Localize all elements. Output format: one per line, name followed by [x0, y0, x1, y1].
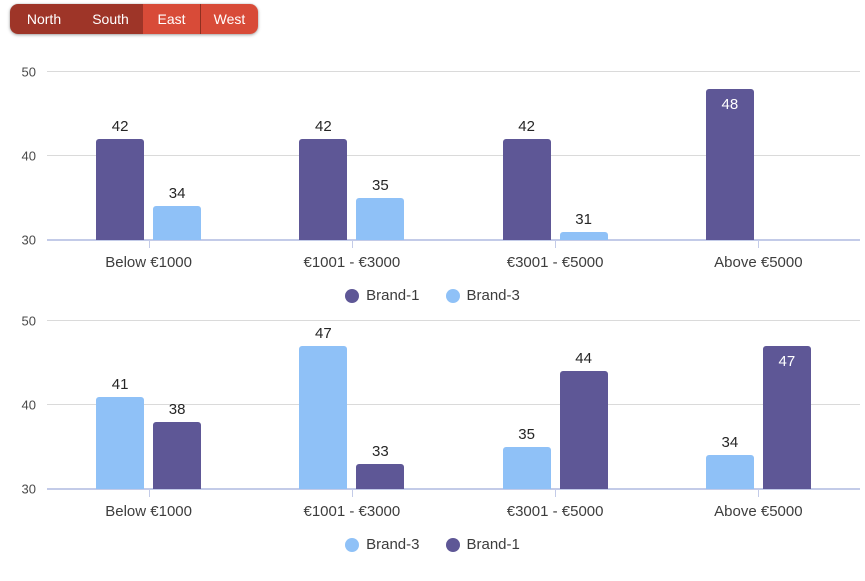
bar-brand-3[interactable]: 35: [502, 427, 551, 489]
x-axis-tick: [758, 241, 760, 248]
bar-value-label: 34: [168, 185, 186, 203]
category-label: €3001 - €5000: [506, 503, 604, 520]
bar-chart-top: 30 40 50 42 34 42 35 42 31 48 Below €1000 €1001 - €…: [0, 66, 865, 312]
bar-group: 48: [657, 72, 860, 248]
bar-value-label: 42: [518, 118, 535, 136]
legend-marker-icon: [345, 288, 360, 303]
bar-brand-1[interactable]: 44: [559, 351, 608, 489]
x-axis-tick: [351, 490, 353, 497]
bar-value-label: 42: [111, 118, 129, 136]
bar-brand-1[interactable]: 42: [299, 119, 348, 240]
bar-value-label: 34: [721, 434, 739, 452]
bar-brand-3[interactable]: 41: [96, 377, 145, 489]
bar-value-label: 44: [575, 350, 592, 368]
bar-value-label: 41: [111, 375, 129, 393]
bar-value-label: 31: [575, 210, 592, 228]
y-axis-label: 30: [21, 481, 36, 497]
y-axis-label: 40: [21, 397, 36, 413]
bar-brand-1[interactable]: 38: [153, 402, 202, 489]
legend-marker-icon: [445, 288, 460, 303]
y-axis-label: 30: [21, 232, 36, 248]
bar-brand-1[interactable]: 47: [762, 346, 811, 489]
y-axis-label: 40: [21, 148, 36, 164]
category-label: Above €5000: [714, 254, 803, 271]
bar-brand-1[interactable]: 33: [356, 444, 405, 489]
x-axis-tick: [148, 490, 150, 497]
bar-brand-1[interactable]: 48: [705, 88, 754, 240]
bar-value-label: 35: [518, 426, 535, 443]
legend-item-brand-1[interactable]: Brand-1: [445, 536, 520, 553]
region-tab-bar: North South East West: [10, 4, 258, 34]
legend-label: Brand-1: [466, 536, 520, 553]
gridline: [47, 404, 860, 405]
gridline: [47, 320, 860, 321]
legend-label: Brand-3: [366, 536, 420, 553]
legend-item-brand-3[interactable]: Brand-3: [345, 536, 420, 553]
legend: Brand-3 Brand-1: [0, 536, 865, 553]
bar-value-label: 48: [721, 95, 739, 113]
category-label: Above €5000: [714, 503, 803, 520]
tab-north[interactable]: North: [10, 4, 78, 34]
tab-east[interactable]: East: [143, 4, 200, 34]
legend: Brand-1 Brand-3: [0, 287, 865, 304]
x-axis-tick: [555, 241, 557, 248]
legend-label: Brand-3: [466, 287, 520, 304]
bar-value-label: 35: [372, 177, 389, 194]
tab-south[interactable]: South: [78, 4, 143, 34]
category-axis: Below €1000 €1001 - €3000 €3001 - €5000 Abo…: [47, 254, 860, 271]
bar-value-label: 38: [168, 400, 186, 418]
category-label: Below €1000: [105, 503, 192, 520]
legend-label: Brand-1: [366, 287, 420, 304]
plot-area: 42 34 42 35 42 31 48: [47, 71, 860, 248]
legend-marker-icon: [345, 537, 360, 552]
bar-value-label: 42: [315, 118, 332, 136]
bar-brand-3[interactable]: 47: [299, 326, 348, 489]
x-axis-tick: [555, 490, 557, 497]
bar-brand-3[interactable]: 35: [356, 178, 405, 240]
bar-brand-3[interactable]: 34: [153, 186, 202, 240]
bar-group: 42 31: [454, 72, 657, 248]
y-axis-label: 50: [21, 313, 36, 329]
legend-item-brand-3[interactable]: Brand-3: [445, 287, 520, 304]
bar-group: 41 38: [47, 321, 250, 497]
bar-brand-3[interactable]: 31: [559, 212, 608, 240]
bar-value-label: 47: [778, 353, 796, 371]
x-axis-baseline: [47, 488, 860, 490]
bar-value-label: 33: [372, 442, 389, 460]
legend-marker-icon: [445, 537, 460, 552]
tab-west[interactable]: West: [200, 4, 258, 34]
category-label: €1001 - €3000: [303, 254, 401, 271]
bar-brand-3[interactable]: 34: [705, 435, 754, 489]
legend-item-brand-1[interactable]: Brand-1: [345, 287, 420, 304]
bar-group: 42 35: [250, 72, 453, 248]
bar-group: 34 47: [657, 321, 860, 497]
x-axis-tick: [148, 241, 150, 248]
bar-group: 47 33: [250, 321, 453, 497]
plot-area: 41 38 47 33 35 44 34 47: [47, 320, 860, 497]
category-label: Below €1000: [105, 254, 192, 271]
category-axis: Below €1000 €1001 - €3000 €3001 - €5000 Abo…: [47, 503, 860, 520]
x-axis-tick: [758, 490, 760, 497]
bar-brand-1[interactable]: 42: [502, 119, 551, 240]
gridline: [47, 71, 860, 72]
bar-value-label: 47: [315, 325, 332, 343]
x-axis-baseline: [47, 239, 860, 241]
category-label: €1001 - €3000: [303, 503, 401, 520]
bar-group: 35 44: [454, 321, 657, 497]
bar-brand-1[interactable]: 42: [96, 119, 145, 240]
y-axis-label: 50: [21, 64, 36, 80]
gridline: [47, 155, 860, 156]
x-axis-tick: [351, 241, 353, 248]
bar-group: 42 34: [47, 72, 250, 248]
category-label: €3001 - €5000: [506, 254, 604, 271]
bar-chart-bottom: 30 40 50 41 38 47 33 35 44 34 47 Below €1000 €1001 -…: [0, 315, 865, 561]
